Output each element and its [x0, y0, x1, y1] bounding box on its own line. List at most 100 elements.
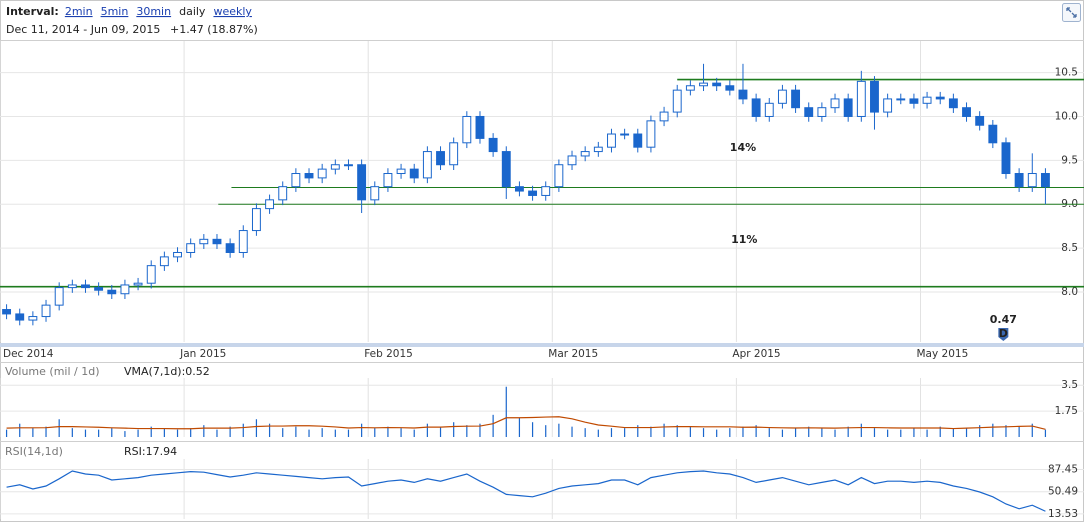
volume-bar — [242, 423, 244, 437]
volume-bar — [1031, 423, 1033, 437]
candle-body — [988, 124, 998, 144]
x-tick-label: May 2015 — [917, 348, 969, 360]
candle-body — [28, 316, 38, 321]
volume-bar — [282, 428, 284, 437]
x-tick-label: Jan 2015 — [179, 348, 226, 360]
candle-body — [514, 186, 524, 192]
volume-bar — [900, 429, 902, 437]
y-tick-label: 87.45 — [1048, 464, 1078, 476]
candle-body — [304, 173, 314, 179]
expand-button-box[interactable] — [1062, 3, 1081, 22]
volume-bar — [229, 426, 231, 437]
volume-bar — [729, 428, 731, 437]
interval-link[interactable]: 2min — [65, 5, 93, 18]
volume-bar — [111, 428, 113, 437]
interval-current: daily — [179, 5, 206, 18]
interval-link[interactable]: 30min — [136, 5, 171, 18]
volume-bar — [439, 426, 442, 437]
candle-body — [935, 96, 945, 100]
volume-bar — [255, 419, 258, 437]
y-tick-label: 1.75 — [1055, 405, 1078, 417]
price-change: +1.47 (18.87%) — [170, 23, 258, 36]
candle-body — [804, 107, 814, 117]
volume-bar — [216, 429, 218, 437]
candle-body — [436, 151, 445, 166]
interval-link[interactable]: 5min — [101, 5, 129, 18]
x-tick-label: Dec 2014 — [3, 348, 54, 360]
candle-body — [685, 85, 695, 91]
candle-body — [475, 115, 485, 139]
panel-title: RSI(14,1d) — [5, 445, 63, 458]
candle-body — [120, 284, 130, 295]
expand-icon[interactable] — [1066, 7, 1077, 18]
volume-bar — [860, 423, 862, 437]
plot-layer: Dec 2014 Jan 2015 Feb 2015 Mar 2015 Apr 2015… — [0, 41, 1084, 520]
candle-body — [212, 238, 222, 245]
candle-body — [725, 85, 735, 91]
y-tick-label: 3.5 — [1061, 379, 1078, 391]
candle-body — [909, 98, 919, 104]
candle-body — [501, 151, 511, 188]
volume-bar — [518, 417, 521, 437]
y-tick-label: 50.49 — [1048, 486, 1078, 498]
volume-bar — [873, 428, 876, 437]
volume-bar — [32, 428, 34, 437]
candle-body — [712, 82, 722, 87]
volume-bar — [413, 429, 415, 437]
volume-bar — [965, 428, 968, 437]
candle-body — [238, 230, 248, 253]
candle-body — [1027, 173, 1037, 188]
volume-bar — [637, 425, 639, 437]
volume-bar — [84, 429, 87, 437]
volume-bar — [268, 423, 271, 437]
volume-bar — [58, 419, 60, 437]
candle-body — [1040, 173, 1050, 188]
y-tick-label: 13.53 — [1048, 508, 1078, 520]
volume-bar — [939, 426, 941, 437]
candle-body — [843, 98, 853, 117]
candle-body — [396, 168, 406, 175]
volume-bar — [387, 426, 389, 437]
candle-body — [291, 173, 301, 188]
volume-bar — [124, 431, 126, 437]
x-tick-label: Feb 2015 — [364, 348, 413, 360]
candle-body — [777, 89, 787, 104]
candle-body — [922, 96, 932, 104]
candle-body — [948, 98, 958, 109]
volume-bar — [689, 426, 691, 437]
candle-body — [699, 82, 708, 87]
candle-body — [738, 89, 748, 100]
volume-bar — [426, 423, 428, 437]
expand-button[interactable] — [1062, 3, 1081, 22]
volume-bar — [505, 386, 507, 437]
dividend-flag — [998, 328, 1009, 341]
interval-label: Interval: — [6, 5, 59, 18]
candle-body — [593, 146, 603, 153]
volume-bar — [676, 425, 678, 437]
volume-bar — [979, 425, 981, 437]
panel-title: Volume (mil / 1d) — [5, 365, 100, 378]
candle-body — [15, 313, 25, 321]
interval-link[interactable]: weekly — [213, 5, 252, 18]
volume-bar — [1005, 425, 1007, 437]
candle-body — [541, 186, 551, 196]
volume-bar — [19, 423, 21, 437]
volume-bar — [650, 426, 652, 437]
volume-bar — [781, 429, 784, 437]
date-strip — [0, 343, 1084, 347]
candle-body — [580, 151, 590, 157]
volume-bar — [45, 426, 47, 437]
candle-body — [370, 186, 380, 201]
candle-body — [330, 164, 340, 170]
volume-bar — [163, 428, 165, 437]
candle-body — [883, 98, 893, 113]
candle-body — [620, 133, 630, 136]
candle-body — [186, 243, 196, 253]
volume-bar — [702, 428, 705, 437]
volume-bar — [663, 423, 665, 437]
candle-body — [975, 115, 985, 126]
volume-bar — [308, 429, 310, 437]
candle-body — [265, 199, 275, 210]
